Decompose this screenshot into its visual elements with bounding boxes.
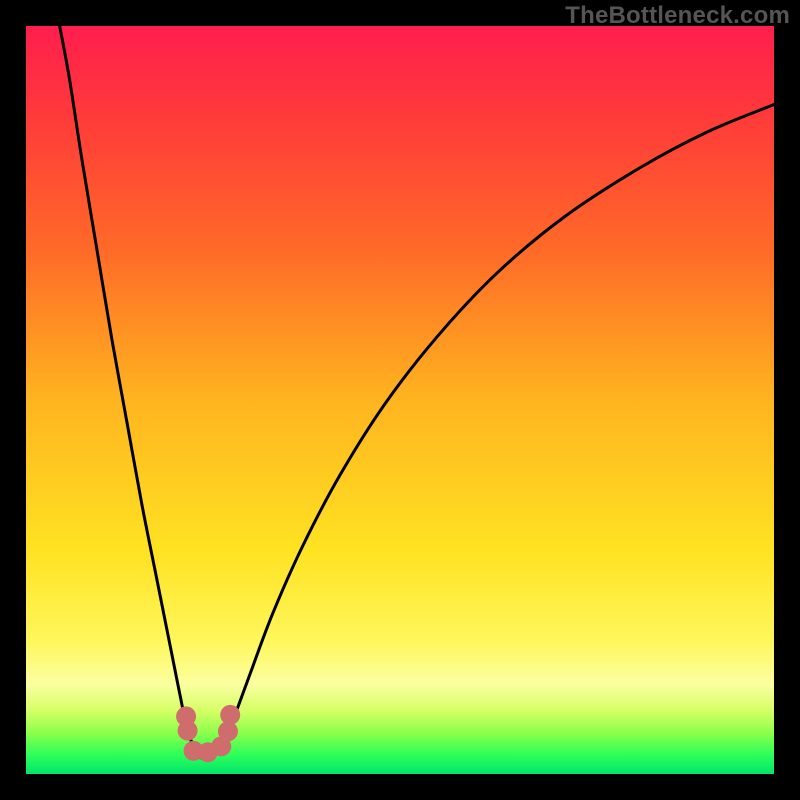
chart-svg (0, 0, 800, 800)
watermark-text: TheBottleneck.com (565, 0, 790, 28)
gradient-background (26, 26, 774, 774)
chart-stage: TheBottleneck.com (0, 0, 800, 800)
marker-point (220, 705, 240, 725)
marker-point (178, 721, 198, 741)
